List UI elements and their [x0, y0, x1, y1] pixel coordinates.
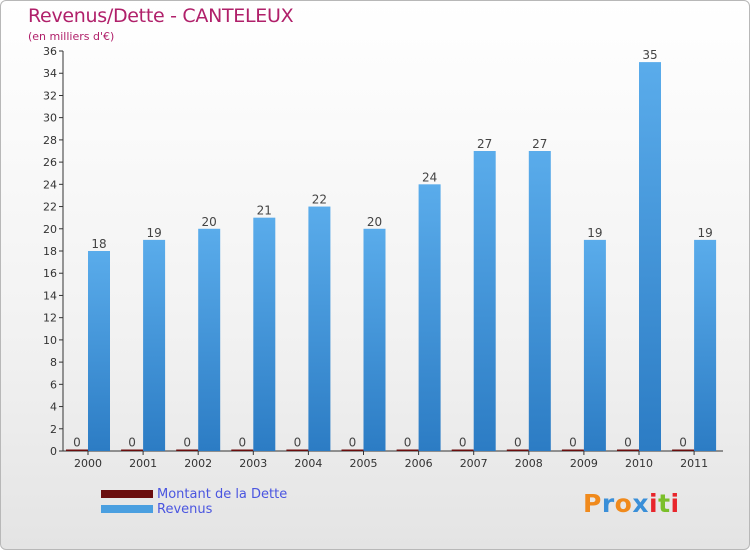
y-tick-label: 4	[50, 401, 57, 414]
data-label-revenus: 19	[697, 226, 712, 240]
data-label-dette: 0	[459, 436, 467, 450]
bar-revenus	[694, 239, 717, 451]
x-tick-label: 2010	[625, 457, 653, 470]
y-tick-label: 36	[43, 45, 57, 58]
data-label-dette: 0	[128, 436, 136, 450]
logo-letter: x	[632, 489, 649, 518]
y-tick-label: 32	[43, 89, 57, 102]
bar-revenus	[308, 206, 331, 451]
bar-dette	[561, 449, 584, 451]
y-tick-label: 20	[43, 223, 57, 236]
bar-revenus	[583, 239, 606, 451]
bar-dette	[396, 449, 419, 451]
y-tick-label: 16	[43, 267, 57, 280]
data-label-dette: 0	[238, 436, 246, 450]
x-tick-label: 2001	[129, 457, 157, 470]
legend-label-revenus: Revenus	[157, 502, 213, 517]
bar-revenus	[639, 62, 661, 451]
bar-revenus	[418, 184, 441, 452]
legend-swatch-dette	[101, 490, 153, 498]
y-tick-label: 18	[43, 245, 57, 258]
x-tick-label: 2004	[294, 457, 322, 470]
bar-revenus	[88, 251, 110, 451]
data-label-revenus: 27	[477, 137, 492, 151]
data-label-dette: 0	[624, 436, 632, 450]
data-label-revenus: 24	[422, 170, 437, 184]
data-label-revenus: 18	[91, 237, 106, 251]
data-label-revenus: 19	[146, 226, 161, 240]
chart-title: Revenus/Dette - CANTELEUX	[28, 5, 294, 27]
bar-revenus	[473, 151, 496, 451]
x-tick-label: 2005	[350, 457, 378, 470]
bar-revenus	[528, 151, 551, 451]
data-label-revenus: 20	[367, 215, 382, 229]
bar-dette	[121, 449, 144, 451]
data-label-dette: 0	[349, 436, 357, 450]
bar-revenus	[363, 228, 386, 451]
bar-revenus	[198, 228, 221, 451]
y-tick-label: 34	[43, 67, 57, 80]
y-tick-label: 24	[43, 178, 57, 191]
legend-swatch-revenus	[101, 505, 153, 513]
data-label-revenus: 19	[587, 226, 602, 240]
bar-dette	[672, 449, 695, 451]
data-label-revenus: 35	[642, 48, 657, 62]
data-label-dette: 0	[183, 436, 191, 450]
y-tick-label: 22	[43, 201, 57, 214]
data-label-dette: 0	[294, 436, 302, 450]
bar-dette	[66, 449, 88, 451]
y-tick-label: 14	[43, 289, 57, 302]
data-label-dette: 0	[569, 436, 577, 450]
data-label-revenus: 22	[312, 193, 327, 207]
x-tick-label: 2011	[680, 457, 708, 470]
logo-letter: r	[601, 489, 615, 518]
data-label-revenus: 20	[202, 215, 217, 229]
proxiti-logo: Proxiti	[583, 489, 680, 518]
x-tick-label: 2006	[405, 457, 433, 470]
y-tick-label: 12	[43, 312, 57, 325]
legend-label-dette: Montant de la Dette	[157, 487, 288, 502]
x-tick-label: 2009	[570, 457, 598, 470]
data-label-revenus: 21	[257, 204, 272, 218]
data-label-revenus: 27	[532, 137, 547, 151]
data-label-dette: 0	[404, 436, 412, 450]
bar-dette	[451, 449, 474, 451]
logo-letter: i	[670, 489, 680, 518]
y-tick-label: 8	[50, 356, 57, 369]
y-tick-label: 26	[43, 156, 57, 169]
x-tick-label: 2002	[184, 457, 212, 470]
x-tick-label: 2000	[74, 457, 102, 470]
y-tick-label: 28	[43, 134, 57, 147]
bar-revenus	[143, 239, 166, 451]
logo-letter: t	[658, 489, 671, 518]
bar-dette	[341, 449, 364, 451]
x-tick-label: 2003	[239, 457, 267, 470]
x-tick-label: 2007	[460, 457, 488, 470]
bar-dette	[231, 449, 254, 451]
y-tick-label: 10	[43, 334, 57, 347]
y-tick-label: 0	[50, 445, 57, 458]
bar-dette	[176, 449, 199, 451]
y-tick-label: 30	[43, 112, 57, 125]
data-label-dette: 0	[73, 436, 81, 450]
bar-dette	[617, 449, 639, 451]
logo-letter: i	[649, 489, 659, 518]
y-tick-label: 2	[50, 423, 57, 436]
logo-letter: P	[583, 489, 602, 518]
y-tick-label: 6	[50, 378, 57, 391]
x-tick-label: 2008	[515, 457, 543, 470]
data-label-dette: 0	[679, 436, 687, 450]
data-label-dette: 0	[514, 436, 522, 450]
logo-letter: o	[614, 489, 633, 518]
bar-dette	[506, 449, 529, 451]
chart-subtitle: (en milliers d'€)	[28, 30, 115, 43]
bar-dette	[286, 449, 309, 451]
bar-revenus	[253, 217, 276, 451]
